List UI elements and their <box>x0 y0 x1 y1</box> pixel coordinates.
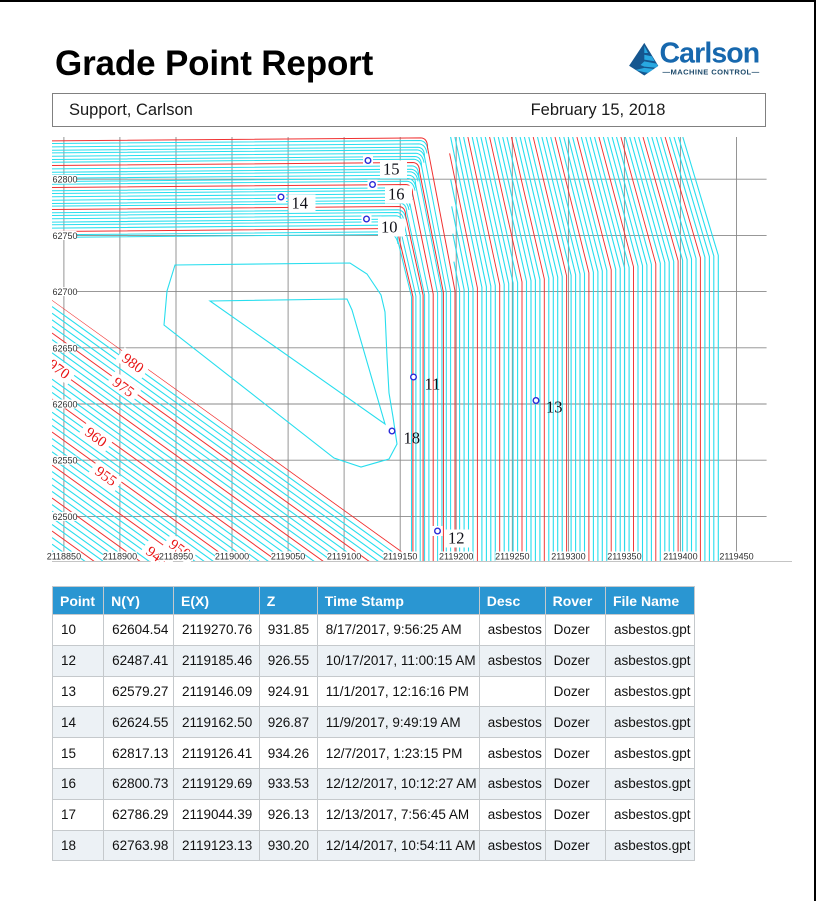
svg-text:2119300: 2119300 <box>551 552 585 562</box>
svg-text:Carlson: Carlson <box>660 40 760 70</box>
svg-text:2119400: 2119400 <box>663 552 697 562</box>
svg-text:62550: 62550 <box>53 456 78 466</box>
svg-text:—MACHINE CONTROL—: —MACHINE CONTROL— <box>663 68 760 77</box>
svg-text:2118900: 2118900 <box>103 552 137 562</box>
svg-text:62700: 62700 <box>53 287 78 297</box>
svg-text:62600: 62600 <box>53 400 78 410</box>
svg-text:2119200: 2119200 <box>439 552 473 562</box>
svg-text:2118850: 2118850 <box>47 552 81 562</box>
svg-text:2118950: 2118950 <box>159 552 193 562</box>
svg-text:16: 16 <box>388 185 405 204</box>
svg-text:13: 13 <box>546 398 563 417</box>
svg-text:62650: 62650 <box>53 343 78 353</box>
svg-text:2119350: 2119350 <box>607 552 641 562</box>
svg-text:2119000: 2119000 <box>215 552 249 562</box>
svg-text:12: 12 <box>448 529 465 548</box>
svg-text:2119100: 2119100 <box>327 552 361 562</box>
svg-text:2119050: 2119050 <box>271 552 305 562</box>
svg-text:62750: 62750 <box>53 231 78 241</box>
svg-text:11: 11 <box>425 375 441 394</box>
svg-text:2119450: 2119450 <box>719 552 753 562</box>
svg-text:62800: 62800 <box>53 175 78 185</box>
svg-text:62500: 62500 <box>53 512 78 522</box>
svg-text:15: 15 <box>383 160 400 179</box>
svg-text:10: 10 <box>381 218 398 237</box>
svg-text:2119250: 2119250 <box>495 552 529 562</box>
svg-text:18: 18 <box>404 429 421 448</box>
svg-text:14: 14 <box>292 194 309 213</box>
svg-text:2119150: 2119150 <box>383 552 417 562</box>
